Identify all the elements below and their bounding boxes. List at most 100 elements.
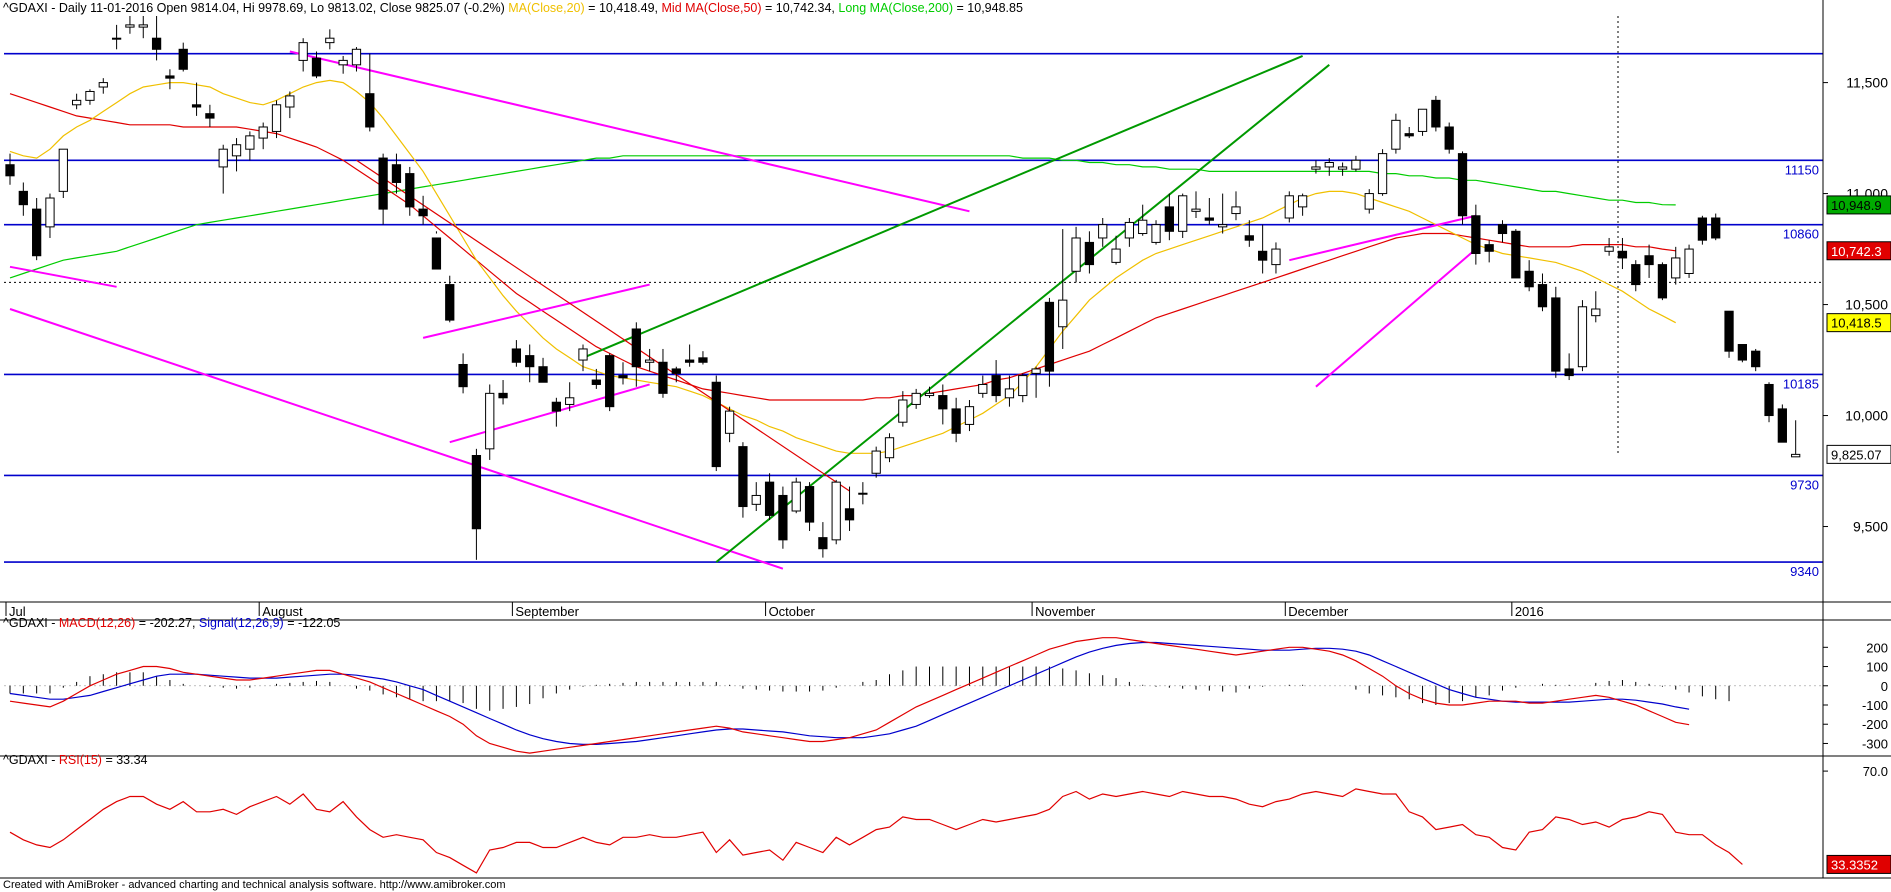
candle-body	[1577, 306, 1588, 368]
x-tick-label: December	[1288, 604, 1349, 619]
candle-body	[325, 37, 335, 44]
macd-header-signal: Signal(12,26,9)	[199, 616, 284, 630]
candle-body	[1164, 206, 1174, 232]
x-tick-label: October	[769, 604, 816, 619]
candle-body	[525, 355, 535, 368]
candle-body	[365, 93, 375, 128]
candle-body	[1711, 217, 1721, 239]
value-tag	[1826, 241, 1891, 261]
macd-y-axis: 200 100 0 -100 -200 -300	[1823, 640, 1888, 751]
level-label: 9730	[1790, 477, 1819, 492]
macd-line	[9, 637, 1690, 754]
candle-body	[1377, 153, 1388, 195]
candle-body	[844, 508, 855, 521]
macd-header-signal-value: = -122.05	[287, 616, 340, 630]
rsi-header: ^GDAXI - RSI(15) = 33.34	[3, 753, 148, 767]
price-header-ma20-value: = 10,418.49,	[588, 1, 658, 15]
level-label: 10860	[1783, 227, 1819, 242]
candle-body	[631, 328, 641, 368]
candle-body	[285, 95, 295, 108]
candle-body	[231, 144, 242, 157]
rsi-value-tag-label: 33.3352	[1831, 857, 1878, 872]
candle-body	[1258, 250, 1268, 261]
rsi-header-rsi: RSI(15)	[59, 753, 102, 767]
candle-body	[1604, 246, 1614, 252]
last-value-tags: 10,948.9 10,742.3 10,418.5 9,825.07	[1826, 195, 1891, 464]
candle-body	[165, 75, 175, 79]
candle-body	[858, 492, 868, 495]
magenta-trendline	[422, 283, 650, 339]
candle-body	[71, 99, 82, 106]
candle-body	[671, 368, 681, 374]
candle-body	[1058, 299, 1068, 328]
level-label: 10185	[1783, 376, 1819, 391]
candle-body	[5, 164, 15, 177]
ma20-line	[9, 79, 1676, 454]
candle-body	[1364, 193, 1374, 210]
rsi-y-axis: 70.0 33.3352	[1823, 764, 1891, 874]
candle-body	[1018, 375, 1028, 397]
value-tag-label: 10,742.3	[1831, 244, 1882, 259]
candle-body	[125, 24, 135, 28]
x-tick-label: August	[262, 604, 303, 619]
x-tick-label: September	[515, 604, 579, 619]
candle-body	[298, 42, 308, 61]
candle-body	[1071, 237, 1081, 272]
candle-body	[1537, 284, 1548, 308]
macd-header: ^GDAXI - MACD(12,26) = -202.27, Signal(1…	[3, 616, 340, 630]
candle-body	[605, 355, 615, 408]
y-tick-label: -300	[1862, 736, 1888, 751]
candle-body	[471, 455, 482, 530]
candle-body	[1617, 250, 1628, 259]
candle-body	[1391, 119, 1401, 150]
candle-body	[18, 190, 28, 206]
macd-pane[interactable]: 200 100 0 -100 -200 -300	[4, 637, 1888, 754]
candle-body	[538, 366, 548, 383]
candle-body	[818, 537, 828, 550]
x-tick-label: November	[1035, 604, 1096, 619]
x-tick-label: 2016	[1515, 604, 1544, 619]
moving-averages	[9, 79, 1676, 454]
candle-body	[1591, 308, 1601, 317]
candle-body	[711, 381, 721, 468]
candle-body	[724, 410, 735, 434]
macd-header-ticker: ^GDAXI -	[3, 616, 55, 630]
candle-body	[32, 208, 42, 257]
price-header-ma50: Mid MA(Close,50)	[662, 1, 762, 15]
candle-body	[1417, 108, 1428, 132]
price-header-ma50-value: = 10,742.34,	[765, 1, 835, 15]
candle-body	[938, 395, 948, 410]
value-tag-label: 10,418.5	[1831, 316, 1882, 331]
candle-body	[1444, 126, 1454, 150]
magenta-trendline	[1315, 248, 1477, 388]
rsi-pane[interactable]: 70.0 33.3352	[9, 764, 1891, 874]
macd-header-macd-value: = -202.27,	[139, 616, 196, 630]
candle-body	[578, 348, 588, 361]
price-header-ma200: Long MA(Close,200)	[838, 1, 953, 15]
level-label: 11150	[1785, 162, 1819, 177]
y-tick-label: 11,500	[1846, 75, 1888, 91]
candle-body	[1644, 255, 1654, 266]
value-tag-label: 10,948.9	[1831, 198, 1882, 213]
green-trendline	[582, 55, 1304, 359]
candle-body	[151, 37, 162, 50]
candle-body	[1044, 301, 1055, 372]
macd-header-macd: MACD(12,26)	[59, 616, 135, 630]
level-label: 9340	[1790, 564, 1819, 579]
candle-body	[191, 104, 202, 108]
y-tick-label: 100	[1866, 660, 1888, 675]
candle-body	[85, 90, 95, 101]
candle-body	[1697, 217, 1708, 241]
candle-body	[684, 359, 695, 363]
candle-body	[271, 104, 282, 132]
candle-body	[1751, 350, 1761, 368]
candle-body	[1271, 248, 1281, 266]
candle-body	[418, 208, 428, 217]
y-tick-label: 200	[1866, 640, 1888, 655]
price-header-ticker: ^GDAXI - Daily 11-01-2016 Open 9814.04, …	[3, 1, 505, 15]
magenta-trendline	[9, 265, 117, 288]
